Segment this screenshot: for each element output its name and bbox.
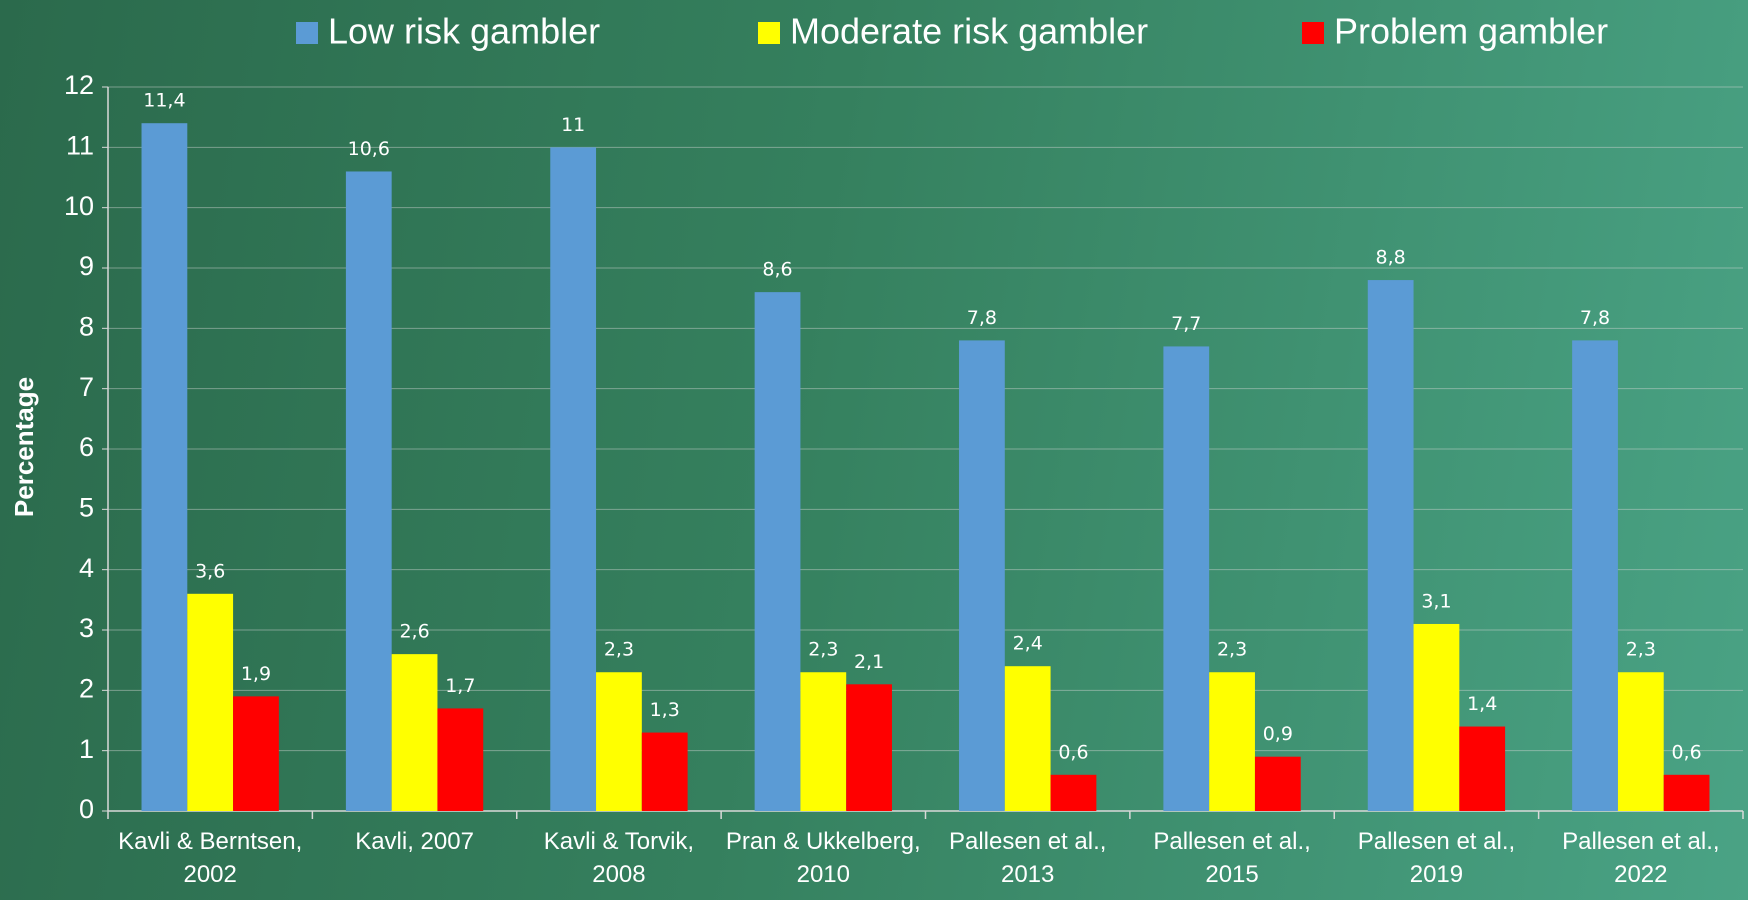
- bar: [392, 654, 438, 811]
- value-label: 11: [561, 114, 585, 136]
- bar: [1459, 727, 1505, 811]
- value-label: 1,7: [445, 675, 475, 697]
- bar: [437, 708, 483, 811]
- y-tick-label: 6: [79, 432, 94, 462]
- y-tick-label: 8: [79, 311, 94, 341]
- y-tick-label: 1: [79, 734, 94, 764]
- bar: [1572, 340, 1618, 811]
- bar: [1051, 775, 1097, 811]
- value-label: 2,1: [854, 651, 884, 673]
- bar: [1255, 757, 1301, 811]
- x-tick-label: Kavli & Berntsen, 2002: [108, 825, 312, 891]
- x-tick-label: Pran & Ukkelberg, 2010: [721, 825, 925, 891]
- value-label: 3,6: [195, 560, 225, 582]
- bar: [846, 684, 892, 811]
- value-label: 10,6: [348, 138, 390, 160]
- value-label: 0,6: [1671, 741, 1701, 763]
- bar: [596, 672, 642, 811]
- value-label: 2,3: [808, 639, 838, 661]
- legend-label: Problem gambler: [1334, 11, 1608, 52]
- bar: [1209, 672, 1255, 811]
- legend-label: Low risk gambler: [328, 11, 600, 52]
- x-tick-label: Pallesen et al., 2015: [1130, 825, 1334, 891]
- value-label: 2,3: [604, 639, 634, 661]
- y-tick-label: 5: [79, 492, 94, 522]
- value-label: 2,3: [1626, 639, 1656, 661]
- y-tick-label: 7: [79, 372, 94, 402]
- value-label: 0,9: [1263, 723, 1293, 745]
- bar: [642, 733, 688, 811]
- value-label: 0,6: [1058, 741, 1088, 763]
- x-tick-label: Pallesen et al., 2019: [1334, 825, 1538, 891]
- y-tick-label: 0: [79, 794, 94, 824]
- y-tick-label: 9: [79, 251, 94, 281]
- legend-swatch: [1302, 22, 1324, 44]
- bar: [1163, 346, 1209, 811]
- value-label: 1,4: [1467, 693, 1497, 715]
- value-label: 1,3: [650, 699, 680, 721]
- chart: Percentage 012345678910111211,43,61,910,…: [0, 0, 1748, 900]
- value-label: 7,8: [967, 307, 997, 329]
- legend-label: Moderate risk gambler: [790, 11, 1148, 52]
- value-label: 7,8: [1580, 307, 1610, 329]
- x-tick-label: Kavli & Torvik, 2008: [517, 825, 721, 891]
- value-label: 2,3: [1217, 639, 1247, 661]
- y-tick-label: 3: [79, 613, 94, 643]
- y-tick-label: 12: [64, 70, 94, 100]
- bar: [233, 696, 279, 811]
- page: Percentage 012345678910111211,43,61,910,…: [0, 0, 1748, 900]
- value-label: 1,9: [241, 663, 271, 685]
- x-tick-label: Pallesen et al., 2022: [1539, 825, 1743, 891]
- bar: [800, 672, 846, 811]
- y-tick-label: 2: [79, 673, 94, 703]
- value-label: 7,7: [1171, 313, 1201, 335]
- value-label: 2,4: [1013, 633, 1043, 655]
- value-label: 8,8: [1376, 247, 1406, 269]
- bar: [1005, 666, 1051, 811]
- bar: [959, 340, 1005, 811]
- bar: [346, 171, 392, 811]
- bar: [1664, 775, 1710, 811]
- bar: [1414, 624, 1460, 811]
- value-label: 2,6: [399, 621, 429, 643]
- y-tick-label: 11: [66, 130, 94, 160]
- value-label: 3,1: [1421, 590, 1451, 612]
- x-tick-label: Pallesen et al., 2013: [926, 825, 1130, 891]
- bar: [142, 123, 188, 811]
- legend-swatch: [296, 22, 318, 44]
- y-axis-label: Percentage: [9, 377, 39, 517]
- x-tick-label: Kavli, 2007: [313, 825, 517, 858]
- bar: [1368, 280, 1414, 811]
- value-label: 11,4: [143, 90, 185, 112]
- value-label: 8,6: [762, 259, 792, 281]
- legend-swatch: [758, 22, 780, 44]
- bar: [755, 292, 801, 811]
- y-tick-label: 10: [64, 191, 94, 221]
- y-tick-label: 4: [79, 553, 94, 583]
- bar: [550, 147, 596, 811]
- bar: [187, 594, 233, 811]
- bar: [1618, 672, 1664, 811]
